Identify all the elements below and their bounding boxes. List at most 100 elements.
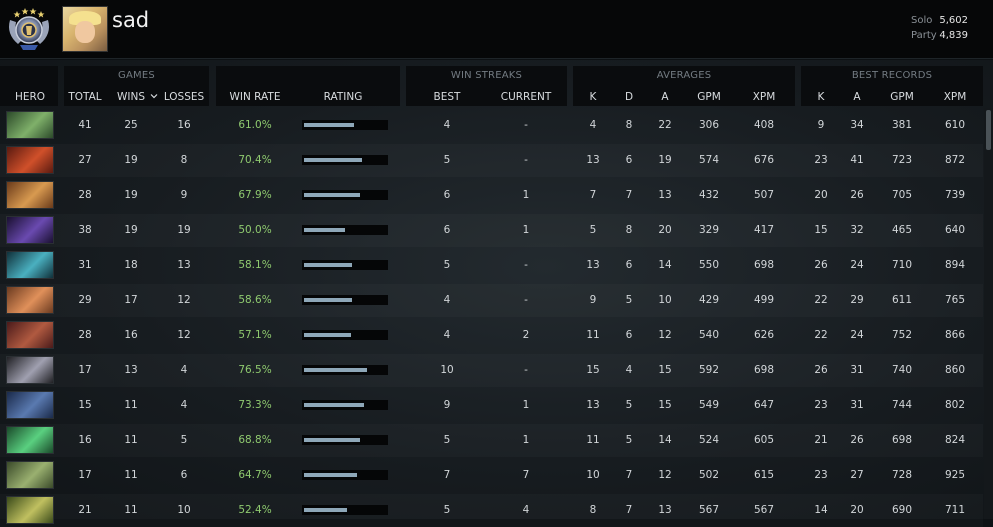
party-mmr-label: Party <box>911 30 937 41</box>
col-avg-kills[interactable]: K <box>589 91 597 103</box>
rating-bar <box>302 225 388 235</box>
group-win-streaks: WIN STREAKS <box>450 70 523 81</box>
cell-best-k: 22 <box>814 329 828 341</box>
table-row[interactable]: 29 17 12 58.6% 4 - 9 5 10 429 499 22 29 611 765 <box>0 284 983 317</box>
table-row[interactable]: 17 11 6 64.7% 7 7 10 7 12 502 615 23 27 728 925 <box>0 459 983 492</box>
hero-portrait[interactable] <box>6 496 54 524</box>
cell-wins: 13 <box>124 364 138 376</box>
table-row[interactable]: 28 19 9 67.9% 6 1 7 7 13 432 507 20 26 705 739 <box>0 179 983 212</box>
cell-total: 21 <box>78 504 92 516</box>
cell-best-gpm: 723 <box>891 154 913 166</box>
cell-d: 5 <box>625 294 633 306</box>
cell-best-xpm: 824 <box>944 434 966 446</box>
cell-losses: 19 <box>177 224 191 236</box>
col-avg-assists[interactable]: A <box>661 91 669 103</box>
scroll-thumb[interactable] <box>986 110 991 150</box>
col-best-streak[interactable]: BEST <box>433 91 461 103</box>
rating-bar-fill <box>304 438 360 442</box>
cell-losses: 4 <box>180 364 188 376</box>
cell-best-xpm: 610 <box>944 119 966 131</box>
cell-gpm: 429 <box>698 294 720 306</box>
cell-wins: 19 <box>124 224 138 236</box>
col-avg-xpm[interactable]: XPM <box>752 91 776 103</box>
table-row[interactable]: 38 19 19 50.0% 6 1 5 8 20 329 417 15 32 465 640 <box>0 214 983 247</box>
cell-d: 5 <box>625 434 633 446</box>
cell-best-gpm: 710 <box>891 259 913 271</box>
table-row[interactable]: 16 11 5 68.8% 5 1 11 5 14 524 605 21 26 698 824 <box>0 424 983 457</box>
col-avg-gpm[interactable]: GPM <box>697 91 721 103</box>
table-row[interactable]: 31 18 13 58.1% 5 - 13 6 14 550 698 26 24 710 894 <box>0 249 983 282</box>
table-row[interactable]: 28 16 12 57.1% 4 2 11 6 12 540 626 22 24 752 866 <box>0 319 983 352</box>
chevron-down-icon[interactable] <box>150 92 158 100</box>
cell-losses: 10 <box>177 504 191 516</box>
cell-current: - <box>524 119 528 131</box>
cell-best-gpm: 744 <box>891 399 913 411</box>
cell-best: 5 <box>443 434 451 446</box>
rating-bar <box>302 155 388 165</box>
rating-bar-fill <box>304 158 362 162</box>
table-row[interactable]: 17 13 4 76.5% 10 - 15 4 15 592 698 26 31 740 860 <box>0 354 983 387</box>
cell-best-k: 26 <box>814 259 828 271</box>
hero-portrait[interactable] <box>6 286 54 314</box>
cell-best-a: 20 <box>850 504 864 516</box>
col-avg-deaths[interactable]: D <box>624 91 634 103</box>
col-current-streak[interactable]: CURRENT <box>500 91 552 103</box>
cell-a: 13 <box>658 504 672 516</box>
hero-portrait[interactable] <box>6 356 54 384</box>
cell-gpm: 550 <box>698 259 720 271</box>
rating-bar-fill <box>304 508 347 512</box>
hero-portrait[interactable] <box>6 146 54 174</box>
hero-portrait[interactable] <box>6 461 54 489</box>
cell-best-k: 26 <box>814 364 828 376</box>
cell-a: 12 <box>658 469 672 481</box>
cell-total: 29 <box>78 294 92 306</box>
hero-portrait[interactable] <box>6 181 54 209</box>
cell-wins: 25 <box>124 119 138 131</box>
col-best-xpm[interactable]: XPM <box>943 91 967 103</box>
col-rating[interactable]: RATING <box>323 91 363 103</box>
cell-losses: 6 <box>180 469 188 481</box>
cell-a: 20 <box>658 224 672 236</box>
hero-portrait[interactable] <box>6 321 54 349</box>
col-win-rate[interactable]: WIN RATE <box>229 91 281 103</box>
cell-best-a: 41 <box>850 154 864 166</box>
col-total[interactable]: TOTAL <box>68 91 102 103</box>
cell-best-xpm: 765 <box>944 294 966 306</box>
cell-current: - <box>524 259 528 271</box>
table-row[interactable]: 27 19 8 70.4% 5 - 13 6 19 574 676 23 41 723 872 <box>0 144 983 177</box>
cell-best-k: 22 <box>814 294 828 306</box>
rating-bar-fill <box>304 228 345 232</box>
cell-losses: 13 <box>177 259 191 271</box>
cell-a: 15 <box>658 399 672 411</box>
cell-best: 4 <box>443 119 451 131</box>
scrollbar[interactable] <box>984 108 993 519</box>
table-row[interactable]: 15 11 4 73.3% 9 1 13 5 15 549 647 23 31 744 802 <box>0 389 983 422</box>
cell-a: 12 <box>658 329 672 341</box>
cell-gpm: 567 <box>698 504 720 516</box>
col-losses[interactable]: LOSSES <box>163 91 205 103</box>
col-best-assists[interactable]: A <box>853 91 861 103</box>
col-best-kills[interactable]: K <box>817 91 825 103</box>
cell-total: 28 <box>78 189 92 201</box>
cell-d: 7 <box>625 189 633 201</box>
cell-best-xpm: 739 <box>944 189 966 201</box>
table-row[interactable]: 41 25 16 61.0% 4 - 4 8 22 306 408 9 34 381 610 <box>0 109 983 142</box>
col-best-gpm[interactable]: GPM <box>890 91 914 103</box>
cell-win-rate: 73.3% <box>238 399 272 411</box>
table-row[interactable]: 21 11 10 52.4% 5 4 8 7 13 567 567 14 20 690 711 <box>0 494 983 527</box>
col-hero[interactable]: HERO <box>14 91 46 103</box>
hero-portrait[interactable] <box>6 111 54 139</box>
cell-xpm: 499 <box>753 294 775 306</box>
cell-xpm: 507 <box>753 189 775 201</box>
cell-k: 11 <box>586 329 600 341</box>
cell-losses: 12 <box>177 294 191 306</box>
col-wins[interactable]: WINS <box>117 91 145 103</box>
hero-portrait[interactable] <box>6 251 54 279</box>
avatar[interactable] <box>62 6 108 52</box>
cell-gpm: 540 <box>698 329 720 341</box>
cell-win-rate: 50.0% <box>238 224 272 236</box>
hero-portrait[interactable] <box>6 391 54 419</box>
hero-portrait[interactable] <box>6 216 54 244</box>
cell-best-gpm: 728 <box>891 469 913 481</box>
hero-portrait[interactable] <box>6 426 54 454</box>
